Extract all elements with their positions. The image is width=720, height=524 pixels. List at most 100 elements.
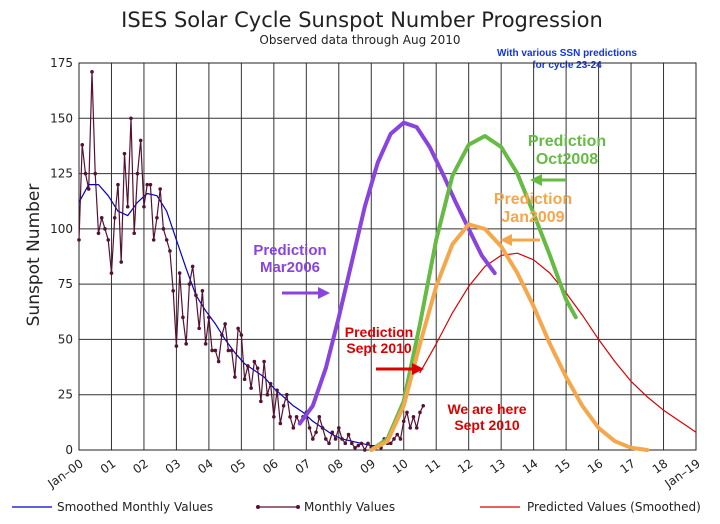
monthly-point: [288, 415, 292, 419]
annotation-text: Mar2006: [260, 259, 320, 276]
monthly-point: [164, 238, 169, 242]
monthly-point: [285, 392, 289, 397]
monthly-point: [174, 344, 179, 348]
monthly-point: [86, 187, 91, 191]
monthly-point: [278, 421, 283, 426]
y-tick-label: 25: [58, 388, 73, 402]
y-tick-label: 125: [50, 167, 73, 181]
x-tick-label: 02: [130, 456, 151, 476]
monthly-point: [148, 182, 153, 187]
monthly-point: [411, 415, 416, 419]
monthly-point: [99, 216, 104, 220]
annotation-text: Oct2008: [536, 151, 598, 168]
monthly-point: [229, 348, 234, 353]
annotation-text: Sept 2010: [454, 417, 520, 433]
monthly-point: [197, 326, 201, 331]
y-tick-label: 150: [50, 111, 73, 125]
monthly-point: [333, 437, 338, 441]
monthly-point: [177, 271, 182, 275]
x-tick-label: Jan–19: [661, 456, 702, 491]
x-tick-label: 17: [617, 456, 638, 476]
monthly-point: [168, 249, 172, 253]
monthly-point: [184, 342, 188, 346]
monthly-point: [93, 171, 98, 176]
monthly-point: [294, 415, 299, 419]
x-tick-label: 11: [423, 456, 444, 476]
y-tick-label: 75: [58, 277, 73, 291]
legend-marker: [256, 505, 260, 509]
monthly-point: [255, 366, 260, 370]
x-tick-label: 10: [390, 456, 411, 476]
series-layer: [77, 70, 697, 452]
monthly-point: [77, 238, 81, 242]
monthly-point: [116, 182, 120, 187]
monthly-point: [161, 227, 166, 231]
monthly-point: [346, 432, 351, 437]
monthly-point: [340, 437, 344, 441]
monthly-point: [135, 171, 140, 176]
monthly-point: [194, 293, 198, 298]
monthly-point: [132, 231, 137, 236]
monthly-point: [418, 410, 422, 415]
monthly-point: [324, 437, 328, 441]
x-tick-label: 15: [552, 456, 573, 476]
annotation-arrow-head: [500, 234, 512, 246]
monthly-point: [155, 216, 159, 220]
legend-label: Smoothed Monthly Values: [57, 500, 213, 514]
x-tick-label: 14: [520, 456, 541, 476]
x-tick-label: Jan–00: [44, 456, 85, 491]
monthly-point: [171, 288, 175, 293]
monthly-point: [327, 441, 331, 446]
monthly-point: [408, 426, 413, 430]
monthly-point: [129, 116, 133, 121]
monthly-point: [395, 432, 400, 437]
monthly-point: [252, 359, 257, 364]
chart-title: ISES Solar Cycle Sunspot Number Progress…: [121, 8, 603, 32]
monthly-point: [119, 260, 124, 264]
monthly-point: [330, 430, 335, 435]
x-tick-label: 03: [163, 456, 184, 476]
monthly-point: [414, 426, 419, 430]
annotation-text: Prediction: [253, 242, 326, 259]
monthly-point: [353, 445, 357, 450]
monthly-point: [311, 437, 315, 441]
monthly-point: [190, 264, 195, 269]
monthly-point: [112, 216, 117, 220]
y-axis-label: Sunspot Number: [24, 184, 44, 327]
x-tick-label: 12: [455, 456, 476, 476]
monthly-point: [317, 415, 322, 419]
monthly-point: [142, 204, 146, 209]
monthly-point: [145, 182, 149, 187]
monthly-point: [236, 326, 240, 331]
monthly-point: [262, 359, 266, 364]
monthly-point: [242, 377, 247, 382]
monthly-point: [210, 348, 214, 353]
monthly-point: [96, 231, 101, 236]
note-line-1: With various SSN predictions: [497, 48, 637, 59]
monthly-point: [421, 403, 426, 408]
monthly-point: [106, 238, 111, 242]
x-tick-label: 06: [260, 456, 281, 476]
monthly-point: [90, 70, 94, 74]
monthly-point: [281, 403, 286, 408]
y-tick-label: 50: [58, 332, 73, 346]
x-tick-label: 16: [585, 456, 606, 476]
monthly-point: [405, 410, 409, 415]
monthly-point: [388, 441, 393, 446]
y-tick-label: 175: [50, 56, 73, 70]
x-tick-label: 13: [487, 456, 508, 476]
series-line: [78, 184, 382, 447]
x-tick-label: 04: [195, 456, 216, 476]
monthly-point: [275, 388, 279, 393]
monthly-point: [122, 151, 127, 156]
monthly-point: [223, 322, 227, 326]
legend-marker: [296, 505, 300, 509]
monthly-point: [220, 333, 224, 337]
monthly-point: [181, 315, 185, 320]
monthly-point: [207, 315, 211, 320]
monthly-point: [203, 342, 208, 346]
monthly-point: [291, 426, 296, 430]
x-tick-label: 08: [325, 456, 346, 476]
annotation-text: Sept 2010: [346, 340, 412, 356]
